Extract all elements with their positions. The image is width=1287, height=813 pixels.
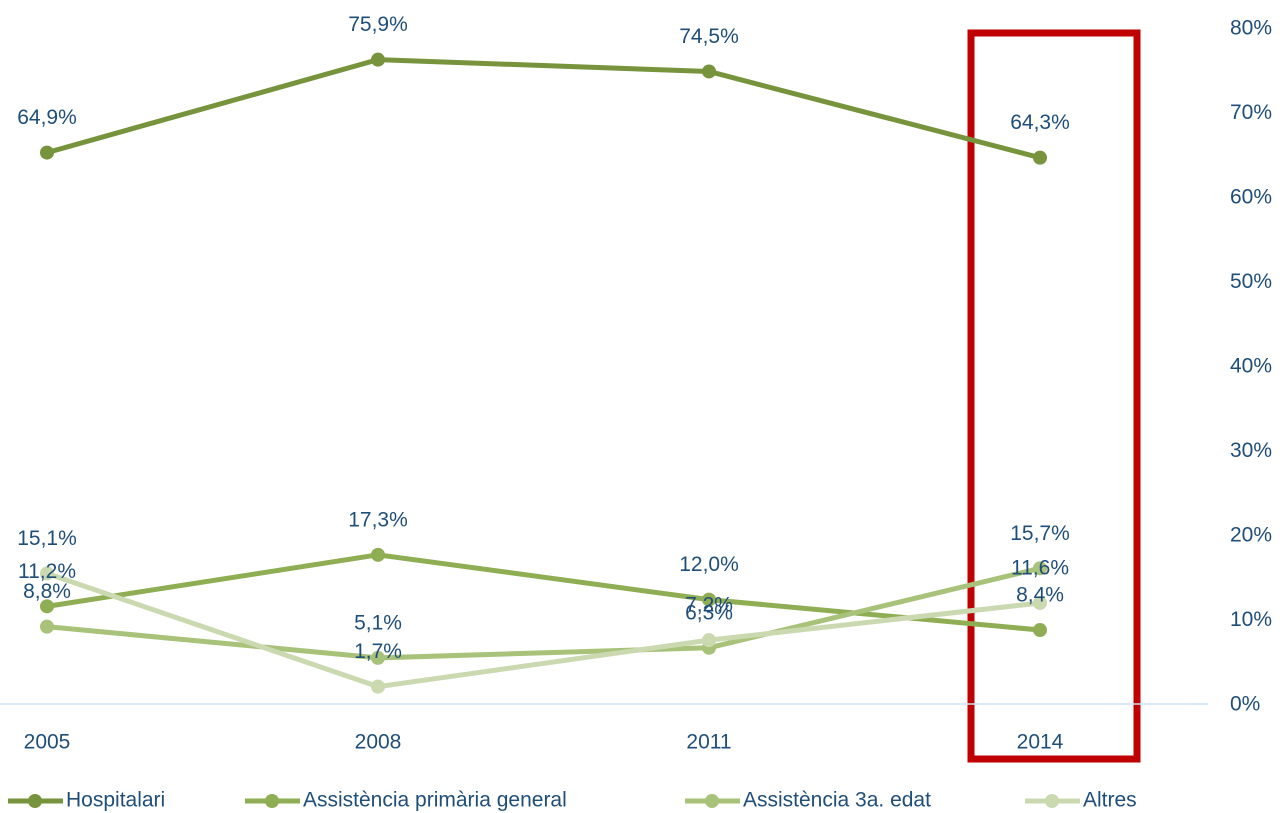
data-label: 17,3% [348, 508, 408, 531]
data-label: 75,9% [348, 13, 408, 36]
data-label: 64,3% [1010, 111, 1070, 134]
data-point [1033, 623, 1047, 638]
x-tick-label: 2005 [24, 731, 71, 754]
data-label: 8,4% [1016, 584, 1064, 607]
y-tick-label: 20% [1230, 524, 1272, 547]
legend-marker [265, 794, 279, 808]
data-point [371, 547, 385, 562]
highlight-box [967, 29, 1141, 763]
data-point [702, 633, 716, 648]
data-label: 11,2% [18, 560, 76, 583]
data-point [40, 566, 54, 581]
data-label: 12,0% [679, 553, 739, 576]
data-point [702, 592, 716, 607]
data-label: 64,9% [17, 106, 77, 129]
y-tick-label: 80% [1230, 17, 1272, 40]
data-point [371, 679, 385, 694]
x-tick-label: 2011 [686, 731, 731, 754]
x-tick-label: 2014 [1017, 731, 1064, 754]
data-point [1033, 595, 1047, 610]
series-line [46, 571, 1041, 690]
data-point [702, 64, 716, 79]
legend-label: Altres [1083, 789, 1137, 812]
x-tick-label: 2008 [355, 731, 402, 754]
data-label: 74,5% [679, 25, 739, 48]
y-tick-label: 10% [1230, 608, 1272, 631]
data-label: 8,8% [23, 580, 71, 603]
y-tick-label: 70% [1230, 101, 1272, 124]
y-tick-label: 30% [1230, 439, 1272, 462]
legend-marker [705, 794, 719, 808]
series-line [46, 57, 1041, 161]
data-label: 5,1% [354, 611, 402, 634]
data-point [40, 145, 54, 160]
legend-marker [28, 794, 42, 808]
data-label: 1,7% [354, 640, 402, 663]
data-point [1033, 561, 1047, 576]
legend-marker [1045, 794, 1059, 808]
legend-label: Hospitalari [66, 789, 165, 812]
data-label: 6,3% [685, 601, 733, 624]
series-line [46, 565, 1041, 661]
y-tick-label: 0% [1230, 693, 1260, 716]
legend-label: Assistència 3a. edat [743, 789, 931, 812]
data-point [371, 650, 385, 665]
legend-label: Assistència primària general [303, 789, 567, 812]
data-point [371, 52, 385, 67]
y-tick-label: 40% [1230, 355, 1272, 378]
data-point [40, 599, 54, 614]
data-label: 15,1% [17, 527, 77, 550]
y-tick-label: 60% [1230, 186, 1272, 209]
data-label: 7,2% [685, 594, 733, 617]
data-label: 11,6% [1011, 557, 1069, 580]
data-point [40, 619, 54, 634]
y-tick-label: 50% [1230, 270, 1272, 293]
data-point [1033, 150, 1047, 165]
data-label: 15,7% [1010, 522, 1070, 545]
series-line [46, 552, 1041, 633]
